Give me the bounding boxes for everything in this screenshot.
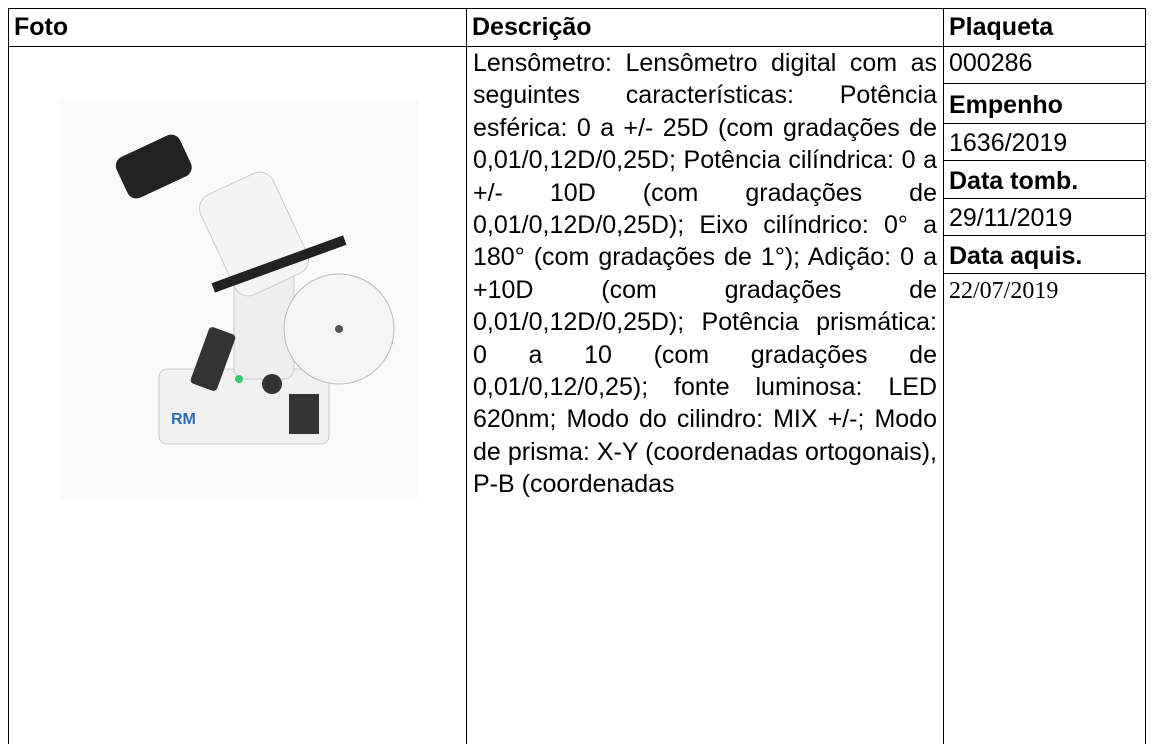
field-label: Empenho	[943, 84, 1146, 124]
photo: RM	[59, 99, 419, 499]
plaqueta-value: 000286	[943, 47, 1146, 84]
field-label: Data aquis.	[943, 236, 1146, 274]
header-plaqueta: Plaqueta	[943, 8, 1146, 47]
header-foto: Foto	[8, 8, 467, 47]
field-value: 22/07/2019	[949, 278, 1059, 304]
field-value: 29/11/2019	[943, 199, 1146, 236]
side-column	[943, 46, 1146, 744]
description: Lensômetro: Lensômetro digital com as se…	[466, 46, 944, 744]
field-label: Data tomb.	[943, 161, 1146, 199]
photo-cell: RM	[8, 46, 467, 744]
header-descricao: Descrição	[466, 8, 944, 47]
svg-text:RM: RM	[171, 411, 196, 428]
field-value: 1636/2019	[943, 124, 1146, 161]
